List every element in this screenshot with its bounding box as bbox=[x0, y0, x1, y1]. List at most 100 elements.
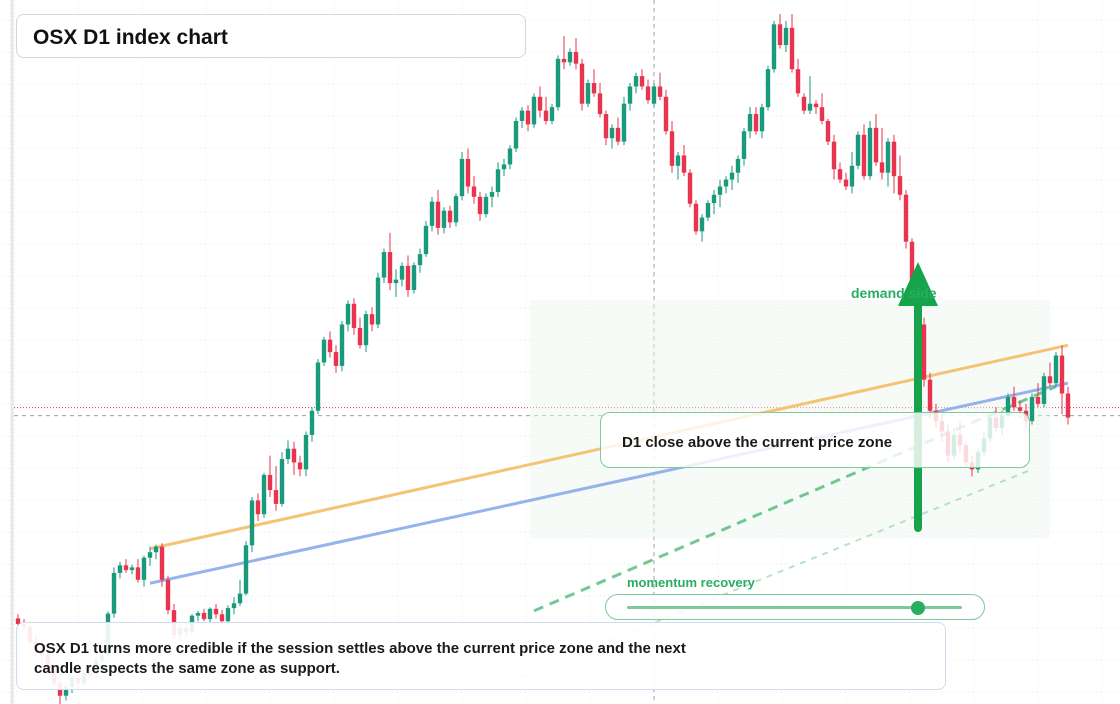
momentum-track-line bbox=[627, 606, 962, 609]
candle-up bbox=[765, 69, 771, 108]
candle-up bbox=[309, 410, 315, 435]
candle-up bbox=[459, 158, 465, 197]
candle-down bbox=[663, 96, 669, 132]
candle-up bbox=[393, 279, 399, 284]
candle-up bbox=[651, 86, 657, 104]
candle-up bbox=[633, 76, 639, 87]
candle-down bbox=[291, 448, 297, 463]
candle-up bbox=[411, 265, 417, 290]
candle-down bbox=[591, 83, 597, 94]
candle-up bbox=[141, 557, 147, 580]
candle-down bbox=[159, 546, 165, 580]
candle-up bbox=[705, 203, 711, 218]
candle-down bbox=[213, 608, 219, 615]
candle-down bbox=[465, 158, 471, 187]
candle-down bbox=[471, 186, 477, 197]
candle-down bbox=[639, 76, 645, 87]
candle-down bbox=[603, 114, 609, 139]
candle-down bbox=[369, 314, 375, 325]
candle-up bbox=[117, 565, 123, 573]
candle-down bbox=[333, 352, 339, 366]
candle-up bbox=[495, 169, 501, 193]
candle-up bbox=[717, 186, 723, 195]
candle-down bbox=[789, 27, 795, 70]
candle-down bbox=[579, 63, 585, 104]
candle-down bbox=[903, 194, 909, 242]
candle-up bbox=[555, 58, 561, 108]
candle-down bbox=[777, 24, 783, 46]
candle-down bbox=[255, 500, 261, 515]
candle-down bbox=[525, 110, 531, 125]
note-text: OSX D1 turns more credible if the sessio… bbox=[34, 640, 686, 677]
candle-down bbox=[843, 179, 849, 187]
candle-down bbox=[669, 131, 675, 166]
candle-down bbox=[1011, 396, 1017, 408]
candle-down bbox=[657, 86, 663, 97]
candle-up bbox=[771, 24, 777, 70]
candle-down bbox=[447, 210, 453, 223]
candle-down bbox=[405, 265, 411, 290]
candle-up bbox=[609, 127, 615, 139]
candle-down bbox=[387, 252, 393, 284]
arrow-head bbox=[898, 262, 938, 306]
candle-up bbox=[381, 252, 387, 278]
candle-up bbox=[375, 277, 381, 325]
candle-up bbox=[231, 603, 237, 609]
candle-up bbox=[531, 96, 537, 125]
candle-down bbox=[819, 107, 825, 121]
candles bbox=[15, 14, 1071, 704]
candle-up bbox=[303, 434, 309, 470]
candle-up bbox=[489, 192, 495, 197]
candle-up bbox=[207, 608, 213, 620]
candle-up bbox=[567, 51, 573, 63]
candle-down bbox=[1017, 407, 1023, 411]
candle-down bbox=[795, 69, 801, 94]
candle-down bbox=[297, 462, 303, 470]
candle-down bbox=[123, 565, 129, 571]
candle-down bbox=[909, 241, 915, 287]
demand-label: demand side bbox=[851, 285, 937, 301]
candle-up bbox=[621, 103, 627, 142]
candle-up bbox=[147, 552, 153, 558]
candle-up bbox=[507, 148, 513, 165]
candle-up bbox=[867, 127, 873, 177]
candle-up bbox=[747, 114, 753, 132]
candle-up bbox=[1029, 396, 1035, 422]
candle-up bbox=[513, 120, 519, 149]
candle-down bbox=[537, 96, 543, 111]
candle-up bbox=[237, 593, 243, 604]
candle-down bbox=[879, 162, 885, 173]
candle-down bbox=[273, 490, 279, 504]
candle-up bbox=[855, 134, 861, 166]
candle-up bbox=[759, 107, 765, 132]
candle-down bbox=[267, 474, 273, 491]
candle-up bbox=[807, 103, 813, 111]
candle-up bbox=[723, 179, 729, 187]
candle-up bbox=[849, 165, 855, 187]
candle-up bbox=[699, 217, 705, 232]
candle-up bbox=[501, 164, 507, 170]
candle-up bbox=[711, 194, 717, 204]
candle-down bbox=[351, 303, 357, 328]
candle-up bbox=[243, 545, 249, 594]
candle-down bbox=[561, 58, 567, 63]
candle-up bbox=[111, 572, 117, 614]
candle-up bbox=[339, 324, 345, 366]
candle-up bbox=[195, 612, 201, 616]
candle-down bbox=[873, 127, 879, 163]
candle-down bbox=[813, 103, 819, 108]
signal-text: D1 close above the current price zone bbox=[622, 434, 893, 451]
candle-down bbox=[15, 618, 21, 624]
candle-up bbox=[1005, 396, 1011, 416]
candle-down bbox=[357, 327, 363, 346]
candle-down bbox=[645, 86, 651, 101]
candle-down bbox=[201, 612, 207, 620]
candle-up bbox=[285, 448, 291, 460]
candle-up bbox=[153, 546, 159, 553]
candle-down bbox=[825, 120, 831, 142]
candle-up bbox=[225, 608, 231, 622]
candle-up bbox=[279, 459, 285, 504]
candle-down bbox=[927, 379, 933, 411]
candle-up bbox=[399, 265, 405, 280]
candle-down bbox=[1047, 376, 1053, 384]
